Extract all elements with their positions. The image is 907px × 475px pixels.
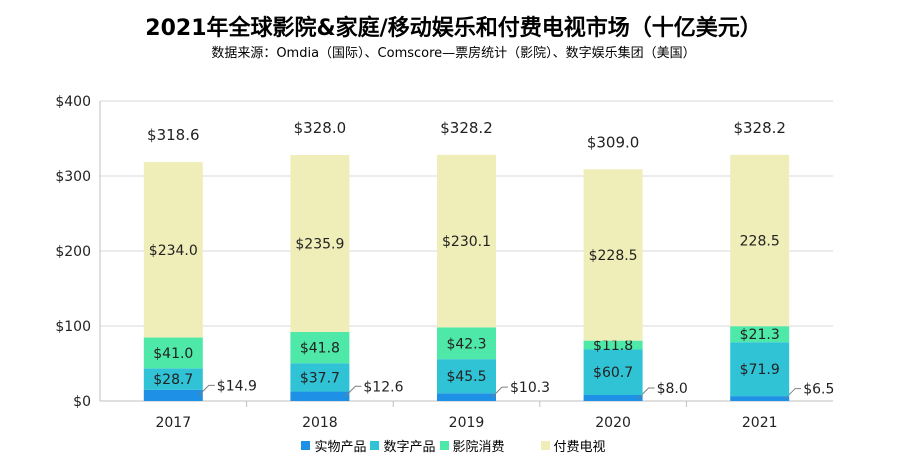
legend-swatch-cinema bbox=[439, 441, 449, 450]
legend-item-paytv: 付费电视 bbox=[540, 436, 606, 455]
data-label-paytv: $234.0 bbox=[149, 243, 198, 259]
bar-segment-cinema bbox=[143, 337, 203, 369]
legend-label-paytv: 付费电视 bbox=[553, 440, 606, 455]
y-tick-label: $400 bbox=[55, 94, 91, 110]
bar-segment-cinema bbox=[730, 326, 790, 343]
data-label-paytv: $230.1 bbox=[442, 234, 491, 250]
x-tick-label: 2017 bbox=[155, 415, 191, 431]
data-label-cinema: $21.3 bbox=[740, 327, 780, 343]
data-label-cinema: $41.8 bbox=[300, 341, 340, 357]
data-label-physical: $10.3 bbox=[510, 380, 550, 396]
bar-segment-digital bbox=[143, 368, 203, 390]
data-label-physical: $14.9 bbox=[217, 378, 257, 394]
legend-swatch-digital bbox=[370, 441, 380, 450]
x-tick-label: 2020 bbox=[595, 415, 631, 431]
legend: 实物产品 数字产品 影院消费 付费电视 bbox=[0, 436, 907, 455]
leader-line bbox=[198, 384, 215, 396]
data-label-digital: $60.7 bbox=[593, 365, 633, 381]
bar-segment-digital bbox=[583, 349, 643, 395]
legend-item-physical: 实物产品 bbox=[301, 436, 366, 455]
y-tick-label: $300 bbox=[55, 169, 91, 185]
leader-line bbox=[491, 386, 508, 398]
data-label-paytv: $235.9 bbox=[295, 236, 344, 252]
data-label-digital: $45.5 bbox=[446, 369, 486, 385]
total-label: $328.2 bbox=[440, 119, 493, 137]
bar-segment-paytv bbox=[730, 154, 790, 327]
bar-segment-physical bbox=[143, 389, 203, 401]
x-tick-label: 2019 bbox=[449, 415, 485, 431]
legend-label-cinema: 影院消费 bbox=[452, 440, 505, 455]
legend-swatch-paytv bbox=[540, 441, 550, 450]
chart-title: 2021年全球影院&家庭/移动娱乐和付费电视市场（十亿美元） bbox=[145, 16, 762, 41]
data-label-physical: $6.5 bbox=[803, 382, 834, 398]
data-label-digital: $37.7 bbox=[300, 370, 340, 386]
total-label: $328.2 bbox=[733, 119, 786, 137]
legend-item-digital: 数字产品 bbox=[370, 436, 436, 455]
legend-item-cinema: 影院消费 bbox=[439, 436, 505, 455]
legend-label-digital: 数字产品 bbox=[383, 440, 436, 455]
total-label: $328.0 bbox=[294, 119, 347, 137]
bar-segment-digital bbox=[290, 363, 350, 392]
chart-subtitle: 数据来源：Omdia（国际）、Comscore—票房统计（影院）、数字娱乐集团（… bbox=[211, 46, 696, 61]
bar-segment-cinema bbox=[583, 340, 643, 350]
bar-segment-physical bbox=[730, 396, 790, 401]
bar-segment-digital bbox=[437, 359, 496, 394]
data-label-physical: $8.0 bbox=[657, 381, 688, 397]
data-label-cinema: $41.0 bbox=[153, 346, 193, 362]
y-tick-label: $100 bbox=[55, 319, 91, 335]
data-label-digital: $71.9 bbox=[740, 362, 780, 378]
x-tick-label: 2018 bbox=[302, 415, 338, 431]
legend-swatch-physical bbox=[301, 441, 311, 450]
bar-segment-physical bbox=[290, 391, 350, 401]
bar-segment-physical bbox=[583, 395, 643, 401]
bar-segment-cinema bbox=[290, 331, 350, 364]
data-label-cinema: $42.3 bbox=[446, 336, 486, 352]
data-label-physical: $12.6 bbox=[363, 379, 403, 395]
x-tick-label: 2021 bbox=[742, 415, 778, 431]
data-label-digital: $28.7 bbox=[153, 372, 193, 388]
bar-segment-paytv bbox=[583, 169, 643, 341]
bar-segment-digital bbox=[730, 342, 790, 397]
total-label: $309.0 bbox=[587, 133, 640, 151]
bar-segment-paytv bbox=[437, 154, 496, 328]
data-label-paytv: $228.5 bbox=[589, 248, 638, 264]
bar-segment-cinema bbox=[437, 327, 496, 360]
bar-segment-paytv bbox=[290, 155, 350, 332]
total-label: $318.6 bbox=[147, 126, 200, 144]
legend-label-physical: 实物产品 bbox=[314, 440, 367, 455]
leader-line bbox=[345, 385, 362, 397]
y-tick-label: $200 bbox=[55, 244, 91, 260]
y-tick-label: $0 bbox=[73, 394, 91, 410]
data-label-cinema: $11.8 bbox=[593, 338, 633, 354]
bar-segment-paytv bbox=[143, 162, 203, 338]
data-label-paytv: 228.5 bbox=[740, 234, 780, 250]
bar-segment-physical bbox=[437, 393, 496, 401]
